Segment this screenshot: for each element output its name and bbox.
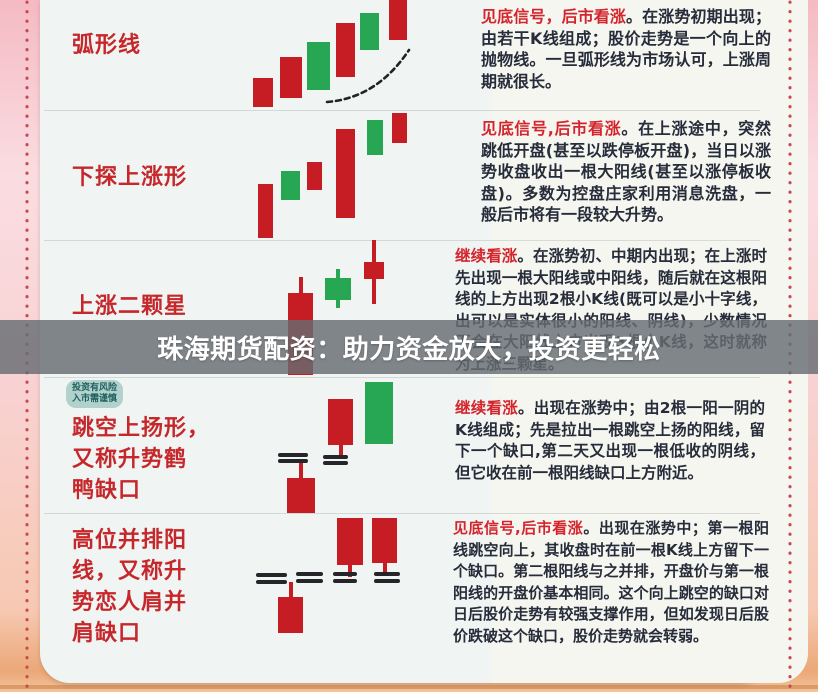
gap-mark <box>256 573 287 577</box>
candle-body-red <box>287 478 315 513</box>
candle-wick <box>336 269 340 278</box>
signal-body: 。在上涨途中，突然跳低开盘(甚至以跌停板开盘)，当日以涨势收盘收出一根大阳线(甚… <box>481 119 771 225</box>
candle-body-green <box>360 13 379 50</box>
pattern-row-gap-up: 跳空上扬形， 又称升势鹤 鸭缺口 继续看涨。出现在涨势中；由2根一阳一阴的K线组… <box>0 378 818 513</box>
gap-mark <box>323 461 348 465</box>
candle-body-red <box>337 518 363 565</box>
row-divider <box>44 377 760 378</box>
gap-mark <box>278 459 308 463</box>
candle-body-red <box>389 0 407 40</box>
candle-body-red <box>372 518 397 563</box>
gap-mark <box>374 579 400 583</box>
candle-body-green <box>325 278 351 300</box>
candle-body-red <box>364 262 384 279</box>
pattern-description: 见底信号，后市看涨。在涨势初期出现；由若干K线组成；股价走势是一个向上的抛物线。… <box>481 6 771 92</box>
candlestick-diagram <box>225 378 455 513</box>
candle-wick <box>338 445 343 458</box>
signal-lead: 见底信号,后市看涨 <box>481 119 622 138</box>
candle-wick <box>372 240 376 262</box>
pattern-description: 见底信号,后市看涨。出现在涨势中；第一根阳线跳空向上，其收盘时在前一根K线上方留… <box>453 518 769 648</box>
gap-mark <box>333 579 357 583</box>
candle-body-green <box>307 42 330 90</box>
pattern-name: 高位并排阳 线，又称升 势恋人肩并 肩缺口 <box>72 528 188 646</box>
candle-body-red <box>278 597 303 633</box>
gap-mark <box>256 580 287 584</box>
row-divider <box>44 513 760 514</box>
candle-wick <box>336 300 340 308</box>
bottom-border-line <box>0 685 818 689</box>
candle-body-red <box>258 184 273 238</box>
candle-wick <box>299 462 303 478</box>
gap-mark <box>296 572 323 576</box>
candle-body-red <box>253 78 273 107</box>
candle-body-red <box>336 23 355 77</box>
pattern-row-probe-rise: 下探上涨形 见底信号,后市看涨。在上涨途中，突然跳低开盘(甚至以跌停板开盘)，当… <box>0 110 818 240</box>
candlestick-diagram <box>225 0 455 110</box>
candle-body-green <box>365 382 393 444</box>
risk-disclaimer-badge: 投资有风险 入市需谨慎 <box>66 380 124 408</box>
signal-lead: 见底信号，后市看涨 <box>481 7 627 26</box>
gap-mark <box>323 455 348 459</box>
pattern-row-arc-line: 弧形线 见底信号，后市看涨。在涨势初期出现；由若干K线组成；股价走势是一个向上的… <box>0 0 818 110</box>
candle-body-red <box>336 129 355 218</box>
candle-body-red <box>280 57 302 98</box>
candlestick-diagram <box>225 110 455 240</box>
signal-body: 。出现在涨势中；由2根一阳一阴的K线组成；先是拉出一根跳空上扬的阳线，留下一个缺… <box>455 399 765 482</box>
gap-mark <box>296 579 323 583</box>
signal-lead: 见底信号,后市看涨 <box>453 519 584 537</box>
candle-body-green <box>281 171 300 200</box>
signal-lead: 继续看涨 <box>455 247 518 265</box>
pattern-name: 弧形线 <box>72 33 142 58</box>
arc-dashed-line <box>325 48 411 104</box>
pattern-name: 下探上涨形 <box>72 165 188 190</box>
row-divider <box>44 240 760 241</box>
watermark-text: 珠海期货配资：助力资金放大，投资更轻松 <box>157 334 661 365</box>
pattern-name: 跳空上扬形， 又称升势鹤 鸭缺口 <box>72 416 211 503</box>
candle-body-green <box>367 120 383 155</box>
pattern-name: 上涨二颗星 <box>72 294 188 319</box>
row-divider <box>44 110 760 111</box>
candle-wick <box>348 565 352 577</box>
candle-wick <box>382 563 387 575</box>
gap-mark <box>374 572 400 576</box>
candlestick-diagram <box>225 513 455 683</box>
watermark-banner: 珠海期货配资：助力资金放大，投资更轻松 <box>0 320 818 374</box>
gap-mark <box>278 453 308 457</box>
signal-lead: 继续看涨 <box>455 399 518 417</box>
pattern-row-side-by-side: 高位并排阳 线，又称升 势恋人肩并 肩缺口 见底信号,后市看涨。出现在涨势中；第… <box>0 513 818 683</box>
signal-body: 。出现在涨势中；第一根阳线跳空向上，其收盘时在前一根K线上方留下一个缺口。第二根… <box>453 519 769 645</box>
candle-body-red <box>328 399 353 445</box>
candle-wick <box>298 277 303 293</box>
candle-wick <box>372 279 376 304</box>
candle-body-red <box>392 113 407 143</box>
gap-mark <box>333 572 357 576</box>
pattern-description: 见底信号,后市看涨。在上涨途中，突然跳低开盘(甚至以跌停板开盘)，当日以涨势收盘… <box>481 118 771 226</box>
candle-body-red <box>307 162 322 190</box>
pattern-description: 继续看涨。出现在涨势中；由2根一阳一阴的K线组成；先是拉出一根跳空上扬的阳线，留… <box>455 398 765 484</box>
signal-body: 。在涨势初期出现；由若干K线组成；股价走势是一个向上的抛物线。一旦弧形线为市场认… <box>481 7 771 91</box>
candle-wick <box>288 582 293 597</box>
